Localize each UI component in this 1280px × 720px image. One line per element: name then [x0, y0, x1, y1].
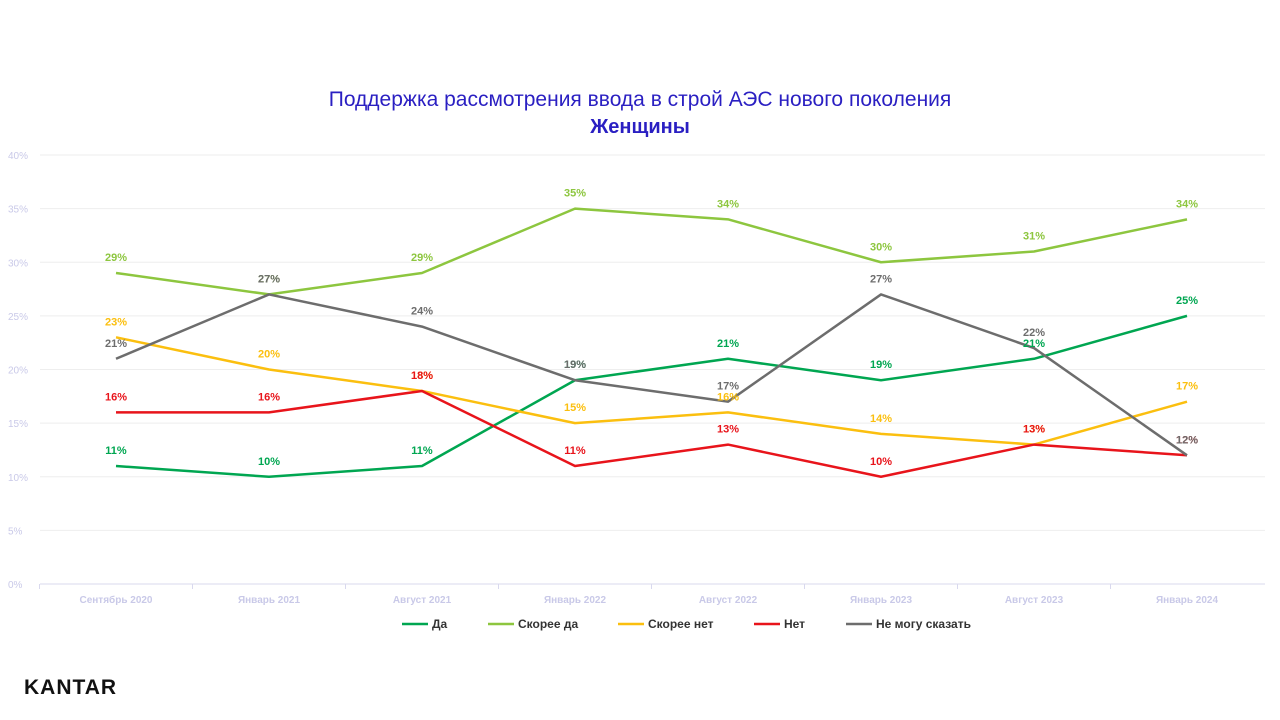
x-tick-label: Август 2022 [699, 595, 758, 606]
chart-title: Поддержка рассмотрения ввода в строй АЭС… [328, 88, 952, 111]
chart-subtitle: Женщины [590, 116, 690, 138]
data-label: 11% [105, 445, 127, 457]
y-tick-label: 30% [8, 258, 28, 269]
data-label: 21% [1023, 338, 1045, 350]
data-label: 13% [1023, 424, 1045, 436]
x-tick-label: Январь 2024 [1156, 595, 1219, 606]
x-tick-label: Январь 2022 [544, 595, 607, 606]
data-label: 19% [564, 359, 586, 371]
chart-title-block: Поддержка рассмотрения ввода в строй АЭС… [0, 86, 1280, 140]
data-label: 11% [564, 445, 586, 457]
data-label: 19% [564, 359, 586, 371]
data-label: 25% [1176, 295, 1198, 307]
x-tick-label: Январь 2023 [850, 595, 913, 606]
y-tick-label: 35% [8, 205, 28, 216]
data-label: 29% [411, 252, 433, 264]
data-label: 21% [105, 338, 127, 350]
data-label: 11% [411, 445, 433, 457]
data-label: 16% [258, 391, 280, 403]
data-label: 17% [717, 381, 739, 393]
data-label: 27% [258, 273, 280, 285]
legend-item-label: Скорее да [518, 617, 578, 631]
data-label: 14% [870, 413, 892, 425]
y-tick-label: 10% [8, 473, 28, 484]
y-tick-label: 20% [8, 366, 28, 377]
series-line [115, 293, 1188, 457]
x-tick-label: Август 2021 [393, 595, 452, 606]
y-tick-label: 5% [8, 526, 23, 537]
x-tick-label: Сентябрь 2020 [79, 594, 152, 606]
data-label: 13% [1023, 424, 1045, 436]
data-label: 18% [411, 370, 433, 382]
data-label: 10% [258, 456, 280, 468]
data-label: 24% [411, 306, 433, 318]
legend-item-label: Да [432, 617, 448, 631]
y-tick-label: 40% [8, 151, 28, 162]
data-label: 12% [1176, 434, 1198, 446]
data-label: 17% [1176, 381, 1198, 393]
data-label: 13% [717, 424, 739, 436]
series-line [115, 314, 1188, 478]
data-label: 34% [717, 198, 739, 210]
data-label: 27% [258, 273, 280, 285]
data-label: 15% [564, 402, 586, 414]
data-label: 22% [1023, 327, 1045, 339]
data-label: 35% [564, 188, 586, 200]
data-label: 21% [717, 338, 739, 350]
data-label: 27% [870, 273, 892, 285]
data-label: 18% [411, 370, 433, 382]
legend-item-label: Нет [784, 617, 805, 631]
data-label: 29% [105, 252, 127, 264]
legend-item-label: Не могу сказать [876, 617, 971, 631]
series-line [115, 336, 1188, 446]
data-label: 31% [1023, 231, 1045, 243]
x-tick-label: Январь 2021 [238, 595, 301, 606]
y-tick-label: 15% [8, 419, 28, 430]
data-label: 10% [870, 456, 892, 468]
data-label: 34% [1176, 198, 1198, 210]
kantar-logo: KANTAR [24, 676, 118, 699]
data-label: 20% [258, 349, 280, 361]
data-label: 12% [1176, 434, 1198, 446]
data-label: 19% [870, 359, 892, 371]
series-line [115, 207, 1188, 296]
data-label: 16% [717, 391, 739, 403]
y-tick-label: 0% [8, 580, 23, 591]
data-label: 16% [105, 391, 127, 403]
legend-item-label: Скорее нет [648, 617, 714, 631]
data-label: 30% [870, 241, 892, 253]
data-label: 23% [105, 316, 127, 328]
series-line [116, 389, 1188, 478]
x-tick-label: Август 2023 [1005, 595, 1064, 606]
y-tick-label: 25% [8, 312, 28, 323]
